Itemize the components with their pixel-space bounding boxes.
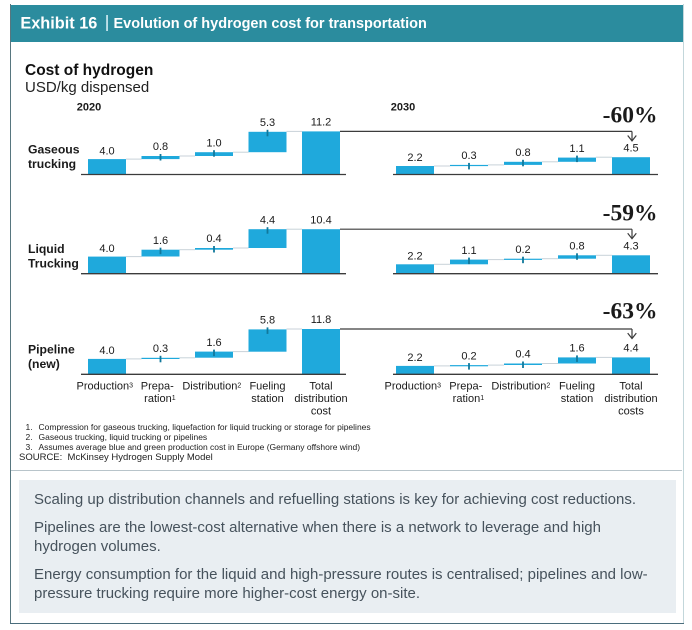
svg-text:Fueling: Fueling bbox=[249, 381, 285, 393]
svg-text:distribution: distribution bbox=[604, 393, 657, 405]
svg-text:Liquid: Liquid bbox=[28, 242, 65, 256]
svg-text:0.8: 0.8 bbox=[515, 147, 530, 159]
svg-text:-63%: -63% bbox=[603, 299, 658, 325]
svg-text:ration1: ration1 bbox=[453, 393, 485, 405]
svg-text:0.4: 0.4 bbox=[206, 233, 221, 245]
svg-text:station: station bbox=[251, 393, 283, 405]
svg-text:Trucking: Trucking bbox=[28, 256, 79, 270]
svg-text:Total: Total bbox=[309, 381, 332, 393]
svg-text:Fueling: Fueling bbox=[559, 381, 595, 393]
svg-text:Prepa-: Prepa- bbox=[449, 381, 482, 393]
svg-text:0.4: 0.4 bbox=[515, 349, 530, 361]
svg-text:-60%: -60% bbox=[603, 103, 658, 129]
svg-text:2030: 2030 bbox=[391, 101, 415, 113]
svg-text:(new): (new) bbox=[28, 357, 60, 371]
svg-text:0.8: 0.8 bbox=[569, 241, 584, 253]
svg-text:4.4: 4.4 bbox=[260, 214, 275, 226]
svg-text:Production3: Production3 bbox=[385, 381, 442, 393]
svg-text:0.3: 0.3 bbox=[461, 150, 476, 162]
svg-text:2.2: 2.2 bbox=[407, 251, 422, 263]
svg-text:4.0: 4.0 bbox=[99, 345, 114, 357]
svg-text:2.2: 2.2 bbox=[407, 152, 422, 164]
svg-text:0.2: 0.2 bbox=[515, 244, 530, 256]
svg-text:5.3: 5.3 bbox=[260, 117, 275, 129]
svg-text:1.6: 1.6 bbox=[206, 337, 221, 349]
svg-text:1.1: 1.1 bbox=[569, 143, 584, 155]
svg-text:Exhibit 16: Exhibit 16 bbox=[20, 15, 97, 33]
svg-text:Evolution of hydrogen cost for: Evolution of hydrogen cost for transport… bbox=[114, 16, 427, 32]
svg-text:11.2: 11.2 bbox=[311, 117, 332, 129]
svg-text:2.2: 2.2 bbox=[407, 352, 422, 364]
svg-text:2020: 2020 bbox=[77, 102, 101, 114]
svg-text:4.4: 4.4 bbox=[623, 343, 638, 355]
svg-text:Pipeline: Pipeline bbox=[28, 343, 75, 357]
svg-text:0.2: 0.2 bbox=[461, 350, 476, 362]
svg-text:1.6: 1.6 bbox=[153, 235, 168, 247]
svg-text:Production3: Production3 bbox=[77, 381, 134, 393]
svg-text:Total: Total bbox=[619, 381, 642, 393]
svg-text:11.8: 11.8 bbox=[311, 314, 332, 326]
svg-text:4.5: 4.5 bbox=[623, 142, 638, 154]
svg-text:Gaseous: Gaseous bbox=[28, 143, 80, 157]
svg-text:1.6: 1.6 bbox=[569, 343, 584, 355]
svg-text:Prepa-: Prepa- bbox=[141, 381, 174, 393]
svg-text:cost: cost bbox=[311, 405, 331, 417]
svg-text:costs: costs bbox=[618, 405, 644, 417]
svg-text:4.0: 4.0 bbox=[99, 243, 114, 255]
svg-text:Distribution2: Distribution2 bbox=[182, 381, 241, 393]
svg-text:4.3: 4.3 bbox=[623, 241, 638, 253]
svg-text:0.8: 0.8 bbox=[153, 141, 168, 153]
svg-text:0.3: 0.3 bbox=[153, 343, 168, 355]
svg-text:Distribution2: Distribution2 bbox=[491, 381, 550, 393]
svg-text:1.0: 1.0 bbox=[206, 137, 221, 149]
svg-text:ration1: ration1 bbox=[144, 393, 176, 405]
svg-text:1.1: 1.1 bbox=[461, 245, 476, 257]
svg-text:trucking: trucking bbox=[28, 157, 76, 171]
svg-text:distribution: distribution bbox=[294, 393, 347, 405]
svg-text:-59%: -59% bbox=[603, 201, 658, 227]
svg-text:4.0: 4.0 bbox=[99, 145, 114, 157]
svg-text:10.4: 10.4 bbox=[310, 214, 331, 226]
svg-text:station: station bbox=[561, 393, 593, 405]
svg-text:5.8: 5.8 bbox=[260, 315, 275, 327]
